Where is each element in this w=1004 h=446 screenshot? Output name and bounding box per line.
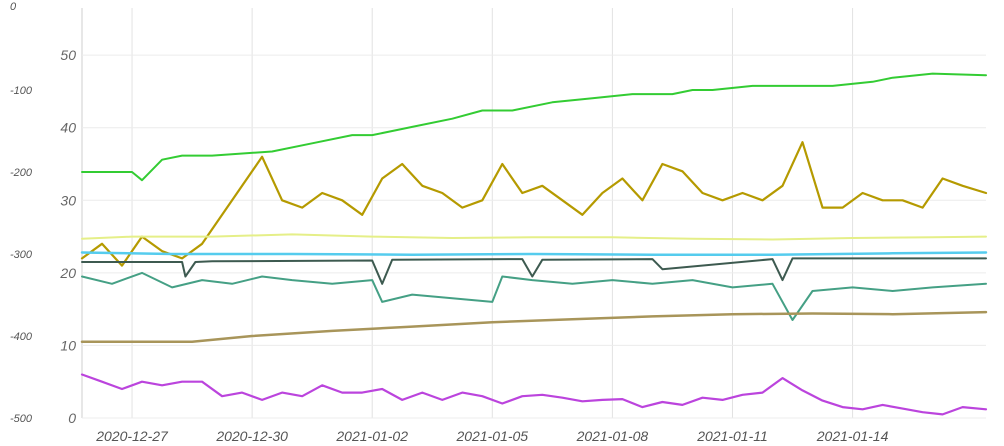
- y-right-tick-label: 50: [60, 47, 76, 63]
- y-right-tick-label: 20: [59, 265, 76, 281]
- x-tick-label: 2021-01-02: [335, 428, 408, 444]
- x-axis: 2020-12-27 2020-12-30 2021-01-02 2021-01-05…: [95, 428, 888, 444]
- y-left-tick-label: -100: [10, 85, 33, 97]
- y-left-tick-label: -400: [10, 331, 33, 343]
- x-tick-label: 2021-01-08: [576, 428, 649, 444]
- y-axis-right: 0 10 20 30 40 50: [59, 47, 76, 426]
- series-line-6: [81, 271, 987, 321]
- series-group: [80, 72, 988, 416]
- series-line-5: [81, 257, 987, 285]
- y-left-tick-label: -500: [10, 413, 33, 425]
- y-axis-left: 0 -100 -200 -300 -400 -500: [10, 1, 33, 425]
- x-tick-label: 2021-01-11: [696, 428, 768, 444]
- x-tick-label: 2021-01-05: [455, 428, 528, 444]
- series-line-8: [80, 373, 988, 416]
- grid: [81, 8, 986, 419]
- y-right-tick-label: 30: [60, 192, 76, 208]
- series-line-3: [81, 233, 987, 241]
- y-left-tick-label: -300: [10, 249, 33, 261]
- x-tick-label: 2020-12-27: [95, 428, 169, 444]
- y-left-tick-label: -200: [10, 167, 33, 179]
- y-right-tick-label: 0: [68, 410, 76, 426]
- series-line-1: [81, 72, 987, 182]
- series-line-2: [80, 141, 988, 267]
- series-line-7: [80, 310, 988, 344]
- y-left-tick-label: 0: [10, 1, 17, 13]
- series-line-4: [80, 251, 988, 256]
- x-tick-label: 2020-12-30: [215, 428, 288, 444]
- y-right-tick-label: 40: [60, 120, 76, 136]
- x-tick-label: 2021-01-14: [816, 428, 889, 444]
- y-right-tick-label: 10: [60, 337, 76, 353]
